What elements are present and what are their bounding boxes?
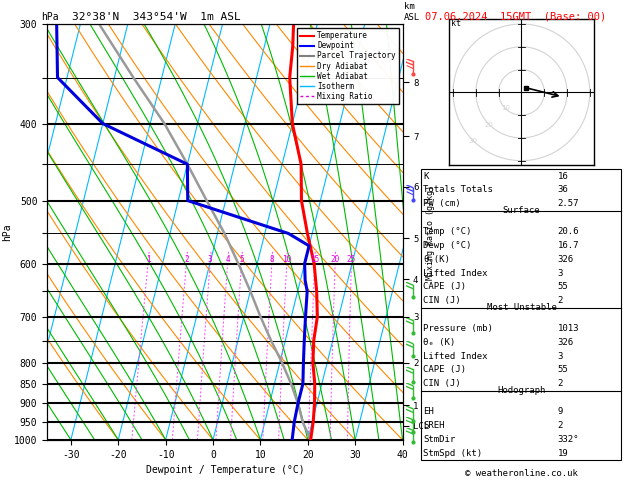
Text: θₑ (K): θₑ (K) xyxy=(423,338,455,347)
Text: 30: 30 xyxy=(469,138,477,144)
Legend: Temperature, Dewpoint, Parcel Trajectory, Dry Adiabat, Wet Adiabat, Isotherm, Mi: Temperature, Dewpoint, Parcel Trajectory… xyxy=(297,28,399,104)
Text: 8: 8 xyxy=(269,255,274,263)
Text: CAPE (J): CAPE (J) xyxy=(423,365,466,375)
Text: 10: 10 xyxy=(282,255,291,263)
Text: 5: 5 xyxy=(239,255,244,263)
Text: 20: 20 xyxy=(331,255,340,263)
Text: 20: 20 xyxy=(485,122,494,127)
Text: 2: 2 xyxy=(557,296,563,305)
Y-axis label: hPa: hPa xyxy=(3,223,13,241)
Text: 332°: 332° xyxy=(557,434,579,444)
Text: 07.06.2024  15GMT  (Base: 00): 07.06.2024 15GMT (Base: 00) xyxy=(425,12,606,22)
Text: 55: 55 xyxy=(557,282,568,292)
Text: Temp (°C): Temp (°C) xyxy=(423,227,472,236)
Text: θₑ(K): θₑ(K) xyxy=(423,255,450,264)
Text: 2: 2 xyxy=(557,379,563,388)
Text: 2: 2 xyxy=(557,421,563,430)
Text: 10: 10 xyxy=(501,105,510,111)
Text: Dewp (°C): Dewp (°C) xyxy=(423,241,472,250)
X-axis label: Dewpoint / Temperature (°C): Dewpoint / Temperature (°C) xyxy=(145,465,304,475)
Text: EH: EH xyxy=(423,407,434,416)
Text: SREH: SREH xyxy=(423,421,445,430)
Text: hPa: hPa xyxy=(41,12,58,22)
Text: 16.7: 16.7 xyxy=(557,241,579,250)
Text: 9: 9 xyxy=(557,407,563,416)
Text: CAPE (J): CAPE (J) xyxy=(423,282,466,292)
Text: Surface: Surface xyxy=(503,206,540,215)
Text: 20.6: 20.6 xyxy=(557,227,579,236)
Text: Pressure (mb): Pressure (mb) xyxy=(423,324,493,333)
Text: kt: kt xyxy=(451,19,461,28)
Text: 15: 15 xyxy=(310,255,320,263)
Text: 2.57: 2.57 xyxy=(557,199,579,208)
Text: 55: 55 xyxy=(557,365,568,375)
Text: CIN (J): CIN (J) xyxy=(423,379,461,388)
Text: Most Unstable: Most Unstable xyxy=(486,303,557,312)
Text: PW (cm): PW (cm) xyxy=(423,199,461,208)
Text: Totals Totals: Totals Totals xyxy=(423,185,493,194)
Text: Lifted Index: Lifted Index xyxy=(423,351,488,361)
Text: 32°38'N  343°54'W  1m ASL: 32°38'N 343°54'W 1m ASL xyxy=(72,12,241,22)
Text: 4: 4 xyxy=(225,255,230,263)
Text: 36: 36 xyxy=(557,185,568,194)
Text: 326: 326 xyxy=(557,255,574,264)
Text: 1013: 1013 xyxy=(557,324,579,333)
Text: 2: 2 xyxy=(184,255,189,263)
Text: 3: 3 xyxy=(208,255,213,263)
Text: StmDir: StmDir xyxy=(423,434,455,444)
Text: Lifted Index: Lifted Index xyxy=(423,268,488,278)
Text: 19: 19 xyxy=(557,449,568,458)
Text: 326: 326 xyxy=(557,338,574,347)
Text: 3: 3 xyxy=(557,268,563,278)
Text: CIN (J): CIN (J) xyxy=(423,296,461,305)
Text: 3: 3 xyxy=(557,351,563,361)
Text: km
ASL: km ASL xyxy=(404,2,420,22)
Text: K: K xyxy=(423,172,429,181)
Text: 16: 16 xyxy=(557,172,568,181)
Text: Hodograph: Hodograph xyxy=(498,386,545,395)
Text: © weatheronline.co.uk: © weatheronline.co.uk xyxy=(465,469,578,478)
Text: 1: 1 xyxy=(146,255,150,263)
Text: Mixing Ratio (g/kg): Mixing Ratio (g/kg) xyxy=(426,185,435,279)
Text: 25: 25 xyxy=(347,255,356,263)
Text: StmSpd (kt): StmSpd (kt) xyxy=(423,449,482,458)
